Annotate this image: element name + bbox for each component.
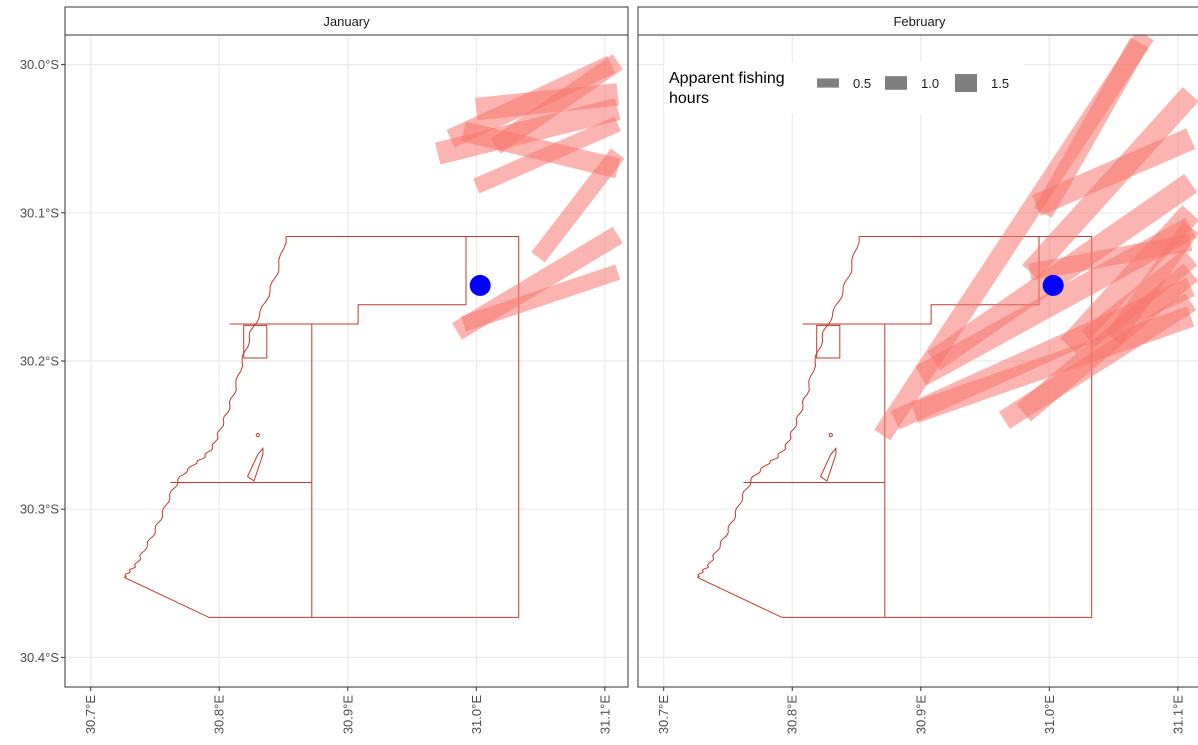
legend-title-line1: Apparent fishing	[669, 70, 785, 87]
grid-january	[65, 35, 628, 687]
legend-items: 0.5 1.0 1.5	[817, 74, 1009, 92]
x-tick-label: 30.8°E	[785, 695, 800, 735]
small-zone	[816, 324, 841, 359]
x-tick-label: 30.9°E	[340, 695, 355, 735]
fishing-track	[1060, 205, 1198, 354]
tracks-february	[874, 35, 1198, 441]
fishing-track	[460, 264, 621, 332]
y-tick-label: 30.4°S	[20, 650, 60, 665]
zone-divider	[229, 236, 467, 325]
legend: Apparent fishing hours 0.5 1.0 1.5	[664, 62, 1024, 114]
pier-outline	[246, 447, 264, 482]
x-tick-label: 30.9°E	[913, 695, 928, 735]
station-february	[1042, 274, 1064, 296]
small-marker	[828, 432, 833, 438]
panel-frame-february	[637, 34, 1198, 688]
legend-key-swatch	[885, 76, 907, 90]
fishing-track	[1034, 37, 1149, 218]
fishing-track	[473, 116, 621, 194]
x-tick-label: 30.7°E	[656, 695, 671, 735]
legend-key-swatch	[955, 74, 977, 92]
strip-title-january: January	[323, 14, 370, 29]
strip-title-february: February	[893, 14, 946, 29]
zone-outline	[123, 236, 520, 618]
y-tick-label: 30.2°S	[20, 354, 60, 369]
coastline	[696, 236, 860, 578]
fishing-track	[1028, 234, 1193, 281]
strip-february	[637, 6, 1198, 36]
y-tick-label: 30.3°S	[20, 502, 60, 517]
x-tick-label: 30.7°E	[83, 695, 98, 735]
x-tick-label: 31.0°E	[1042, 695, 1057, 735]
station-point	[1042, 274, 1064, 296]
panel-january: January 30.7°E 30.8°E 30.9°E 31.0°E 31.1°E	[64, 6, 629, 734]
legend-key-label: 0.5	[853, 76, 871, 91]
fishing-track	[531, 148, 625, 263]
fishing-track	[1016, 263, 1198, 422]
station-point	[469, 274, 491, 296]
coastline	[123, 236, 287, 578]
legend-key-label: 1.5	[991, 76, 1009, 91]
legend-key-label: 1.0	[921, 76, 939, 91]
y-tick-label: 30.0°S	[20, 57, 60, 72]
pier-outline	[819, 447, 837, 482]
panel-frame-january	[64, 34, 629, 688]
legend-key-swatch	[817, 78, 839, 88]
x-tick-label: 30.8°E	[212, 695, 227, 735]
tracks-january	[435, 54, 625, 340]
panel-february: February 30.7°E 30.8°E 30.9°E 31.0°E 31.1°E	[637, 6, 1198, 734]
small-zone	[243, 324, 268, 359]
strip-january	[64, 6, 629, 36]
y-tick-label: 30.1°S	[20, 205, 60, 220]
fishing-track	[490, 54, 623, 154]
y-axis: 30.0°S 30.1°S 30.2°S 30.3°S 30.4°S	[20, 57, 65, 665]
x-tick-label: 31.0°E	[469, 695, 484, 735]
small-marker	[255, 432, 260, 438]
x-axis-february: 30.7°E 30.8°E 30.9°E 31.0°E 31.1°E	[656, 687, 1185, 734]
legend-title-line2: hours	[669, 90, 709, 107]
x-tick-label: 31.1°E	[1170, 695, 1185, 735]
boundary-january	[123, 236, 520, 618]
x-tick-label: 31.1°E	[597, 695, 612, 735]
x-axis-january: 30.7°E 30.8°E 30.9°E 31.0°E 31.1°E	[83, 687, 612, 734]
station-january	[469, 274, 491, 296]
